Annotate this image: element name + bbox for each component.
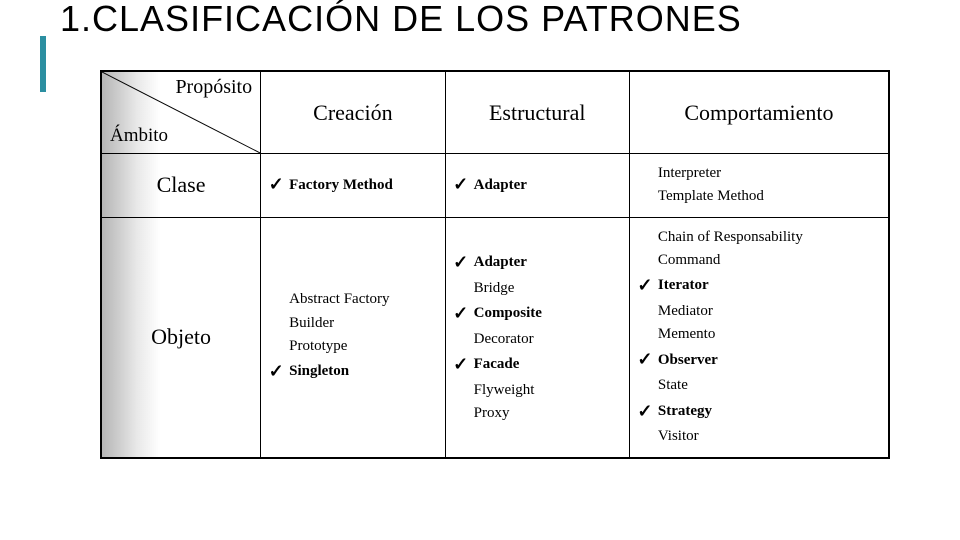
corner-label-bottom: Ámbito [110,125,168,147]
pattern-item: Builder [267,312,438,335]
check-icon: ✓ [267,171,285,199]
pattern-label: Visitor [658,425,699,448]
page-title: 1.CLASIFICACIÓN DE LOS PATRONES [60,0,742,38]
pattern-label: Decorator [474,328,534,351]
pattern-label: Bridge [474,277,515,300]
pattern-item: Bridge [452,277,623,300]
pattern-item: Prototype [267,335,438,358]
pattern-label: Strategy [658,400,712,423]
pattern-item: Memento [636,323,882,346]
check-icon: ✓ [267,358,285,386]
pattern-item: Chain of Responsability [636,226,882,249]
pattern-label: Adapter [474,251,527,274]
pattern-label: Singleton [289,360,349,383]
pattern-item: Mediator [636,300,882,323]
accent-bar [40,36,46,92]
pattern-label: Chain of Responsability [658,226,803,249]
pattern-label: Template Method [658,185,764,208]
pattern-cell: ✓Adapter [445,154,629,218]
pattern-label: Flyweight [474,379,535,402]
pattern-label: Proxy [474,402,510,425]
pattern-item: ✓Adapter [452,249,623,277]
pattern-label: State [658,374,688,397]
row-header: Clase [102,154,261,218]
pattern-item: Command [636,249,882,272]
pattern-item: ✓Composite [452,300,623,328]
pattern-cell: InterpreterTemplate Method [629,154,888,218]
column-header: Comportamiento [629,72,888,154]
corner-cell: Propósito Ámbito [102,72,261,154]
pattern-label: Prototype [289,335,347,358]
pattern-item: Interpreter [636,162,882,185]
pattern-cell: ✓AdapterBridge✓CompositeDecorator✓Facade… [445,217,629,457]
pattern-item: ✓Observer [636,346,882,374]
check-icon: ✓ [636,272,654,300]
row-header: Objeto [102,217,261,457]
check-icon: ✓ [452,171,470,199]
pattern-cell: Abstract FactoryBuilderPrototype✓Singlet… [261,217,445,457]
pattern-item: Template Method [636,185,882,208]
check-icon: ✓ [636,398,654,426]
check-icon: ✓ [452,300,470,328]
pattern-item: Visitor [636,425,882,448]
pattern-label: Composite [474,302,542,325]
check-icon: ✓ [636,346,654,374]
patterns-table: Propósito Ámbito CreaciónEstructuralComp… [100,70,890,459]
pattern-label: Facade [474,353,520,376]
pattern-item: ✓Iterator [636,272,882,300]
pattern-item: State [636,374,882,397]
pattern-item: Abstract Factory [267,288,438,311]
column-header: Creación [261,72,445,154]
pattern-label: Observer [658,349,718,372]
pattern-item: ✓Factory Method [267,171,438,199]
column-header: Estructural [445,72,629,154]
pattern-cell: Chain of ResponsabilityCommand✓IteratorM… [629,217,888,457]
pattern-label: Interpreter [658,162,721,185]
pattern-item: Flyweight [452,379,623,402]
pattern-item: ✓Singleton [267,358,438,386]
pattern-item: ✓Facade [452,351,623,379]
pattern-item: ✓Strategy [636,398,882,426]
pattern-cell: ✓Factory Method [261,154,445,218]
check-icon: ✓ [452,351,470,379]
pattern-label: Mediator [658,300,713,323]
pattern-label: Iterator [658,274,709,297]
corner-label-top: Propósito [175,76,252,99]
pattern-label: Memento [658,323,716,346]
pattern-label: Command [658,249,721,272]
pattern-item: Proxy [452,402,623,425]
pattern-item: ✓Adapter [452,171,623,199]
pattern-label: Factory Method [289,174,393,197]
pattern-label: Adapter [474,174,527,197]
pattern-label: Builder [289,312,334,335]
pattern-label: Abstract Factory [289,288,389,311]
check-icon: ✓ [452,249,470,277]
pattern-item: Decorator [452,328,623,351]
